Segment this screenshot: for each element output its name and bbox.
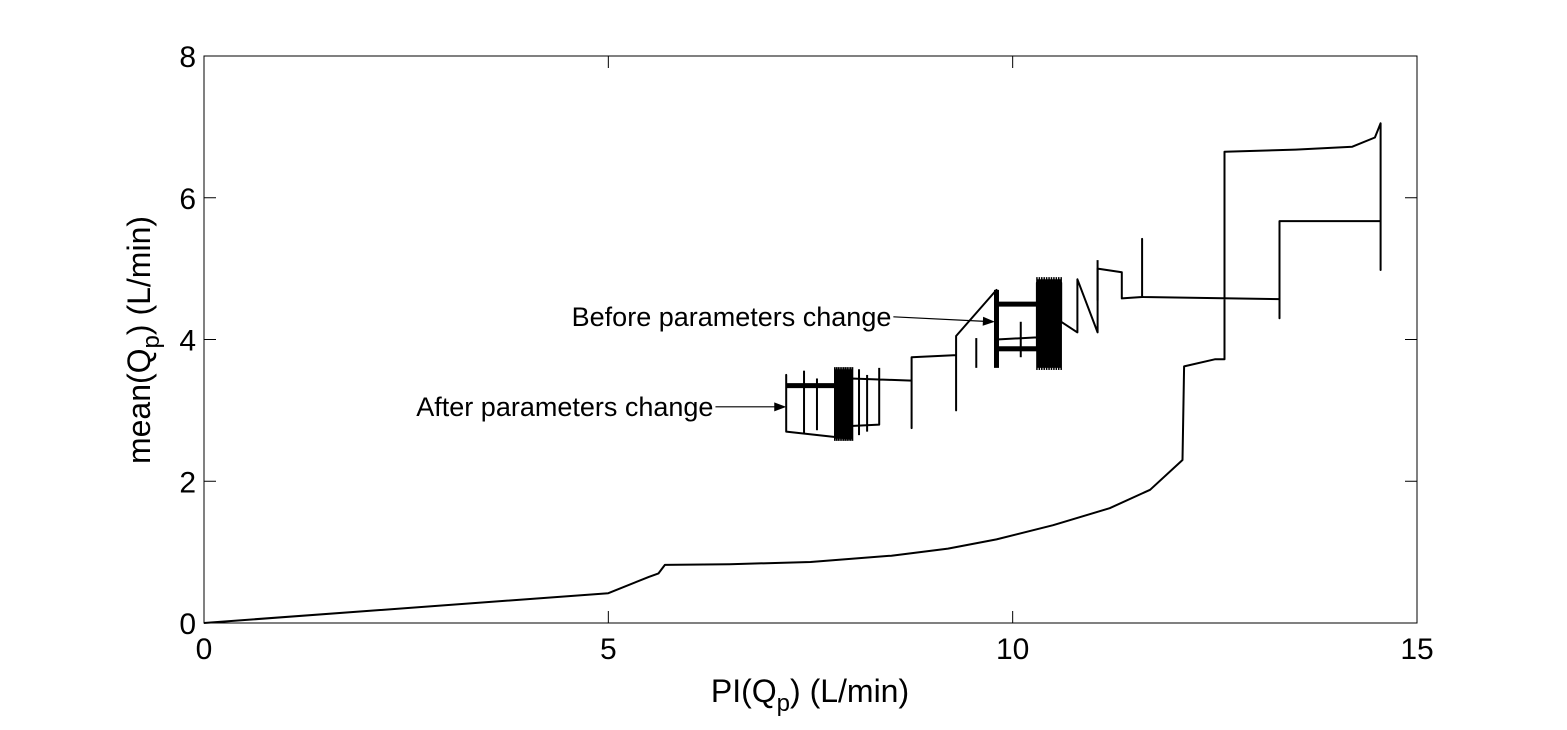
y-tick-label: 6 [179, 183, 196, 216]
axis-ticks [203, 55, 1418, 624]
y-tick-label: 2 [179, 466, 196, 499]
y-tick-label: 0 [179, 608, 196, 641]
x-axis-title: PI(Qp) (L/min) [711, 673, 909, 717]
plot-area [203, 55, 1418, 624]
annotation-label: After parameters change [416, 392, 713, 422]
annotation-arrow [893, 316, 993, 323]
y-axis-title: mean(Qp) (L/min) [121, 216, 165, 464]
y-tick-label: 8 [179, 41, 196, 74]
annotation-label: Before parameters change [572, 302, 892, 332]
x-tick-label: 0 [196, 633, 213, 666]
dense-band-after [834, 367, 854, 441]
x-tick-label: 10 [996, 633, 1029, 666]
annotations-group: Before parameters change After parameters… [416, 302, 995, 422]
y-tick-label: 4 [179, 325, 196, 358]
annotation-arrowhead [982, 316, 995, 326]
x-tick-labels: 0 5 10 15 [196, 633, 1434, 666]
series-line [203, 122, 1382, 624]
series-group [203, 122, 1382, 624]
dense-band-before [1036, 277, 1062, 370]
x-tick-label: 5 [600, 633, 617, 666]
y-tick-labels: 0 2 4 6 8 [179, 41, 196, 641]
annotation-arrowhead [774, 402, 787, 412]
x-tick-label: 15 [1400, 633, 1433, 666]
